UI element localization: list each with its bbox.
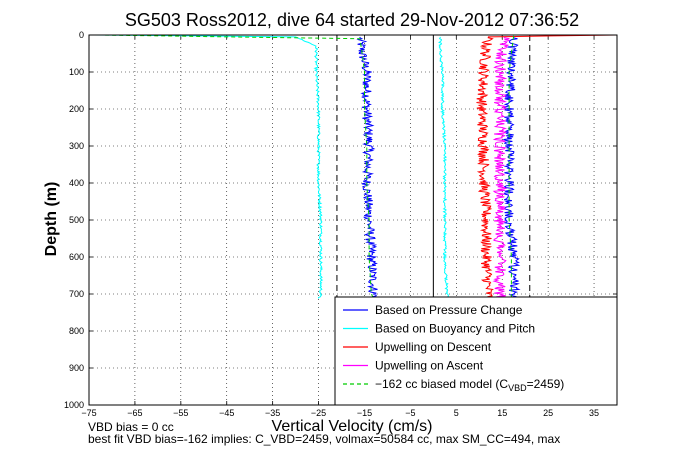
series-line-buoyancy-pitch-ascent: [438, 36, 449, 299]
x-tick-label: −75: [81, 408, 96, 418]
y-tick-label: 100: [69, 67, 84, 77]
legend-entry-pressure-change: Based on Pressure Change: [375, 303, 523, 317]
x-tick-label: −35: [265, 408, 280, 418]
y-tick-label: 500: [69, 215, 84, 225]
x-axis-label: Vertical Velocity (cm/s): [272, 418, 433, 435]
x-tick-label: −25: [311, 408, 326, 418]
series-line-upwelling-ascent-ascent: [492, 36, 510, 299]
legend-entry-upwelling-descent: Upwelling on Descent: [375, 340, 492, 354]
series-line-biased-model-descent: [98, 34, 375, 299]
x-tick-label: −45: [219, 408, 234, 418]
best-fit-note: best fit VBD bias=-162 implies: C_VBD=24…: [88, 432, 561, 446]
y-tick-label: 0: [79, 30, 84, 40]
plot-area: −75 −65 −55 −45 −35 −25 −15 −5 5 15 25 350100200300…: [64, 30, 618, 418]
x-tick-label: 25: [543, 408, 553, 418]
y-tick-label: 1000: [64, 400, 84, 410]
series-line-upwelling-descent-descent: [476, 34, 618, 299]
y-tick-label: 600: [69, 252, 84, 262]
x-tick-label: −5: [405, 408, 415, 418]
y-tick-label: 800: [69, 326, 84, 336]
vbd-bias-note: VBD bias = 0 cc: [88, 420, 174, 434]
x-tick-label: −65: [127, 408, 142, 418]
x-tick-label: −15: [357, 408, 372, 418]
y-tick-label: 400: [69, 178, 84, 188]
chart-title: SG503 Ross2012, dive 64 started 29-Nov-2…: [125, 10, 579, 30]
legend-entry-biased-model: −162 cc biased model (CVBD=2459): [375, 377, 564, 393]
series-line-biased-model-ascent: [508, 34, 515, 299]
series-line-pressure-change-ascent: [502, 36, 521, 299]
y-tick-label: 700: [69, 289, 84, 299]
legend-box: [334, 296, 618, 406]
y-tick-label: 300: [69, 141, 84, 151]
y-tick-label: 200: [69, 104, 84, 114]
series-line-buoyancy-pitch-descent: [93, 34, 324, 299]
y-axis-label: Depth (m): [43, 182, 60, 257]
x-tick-label: 15: [497, 408, 507, 418]
legend-entry-upwelling-ascent: Upwelling on Ascent: [375, 359, 484, 373]
legend-entry-buoyancy-pitch: Based on Buoyancy and Pitch: [375, 322, 535, 336]
x-tick-label: 5: [454, 408, 459, 418]
y-tick-label: 900: [69, 363, 84, 373]
series-line-pressure-change-descent: [356, 36, 381, 299]
x-tick-label: −55: [173, 408, 188, 418]
x-tick-label: 35: [589, 408, 599, 418]
